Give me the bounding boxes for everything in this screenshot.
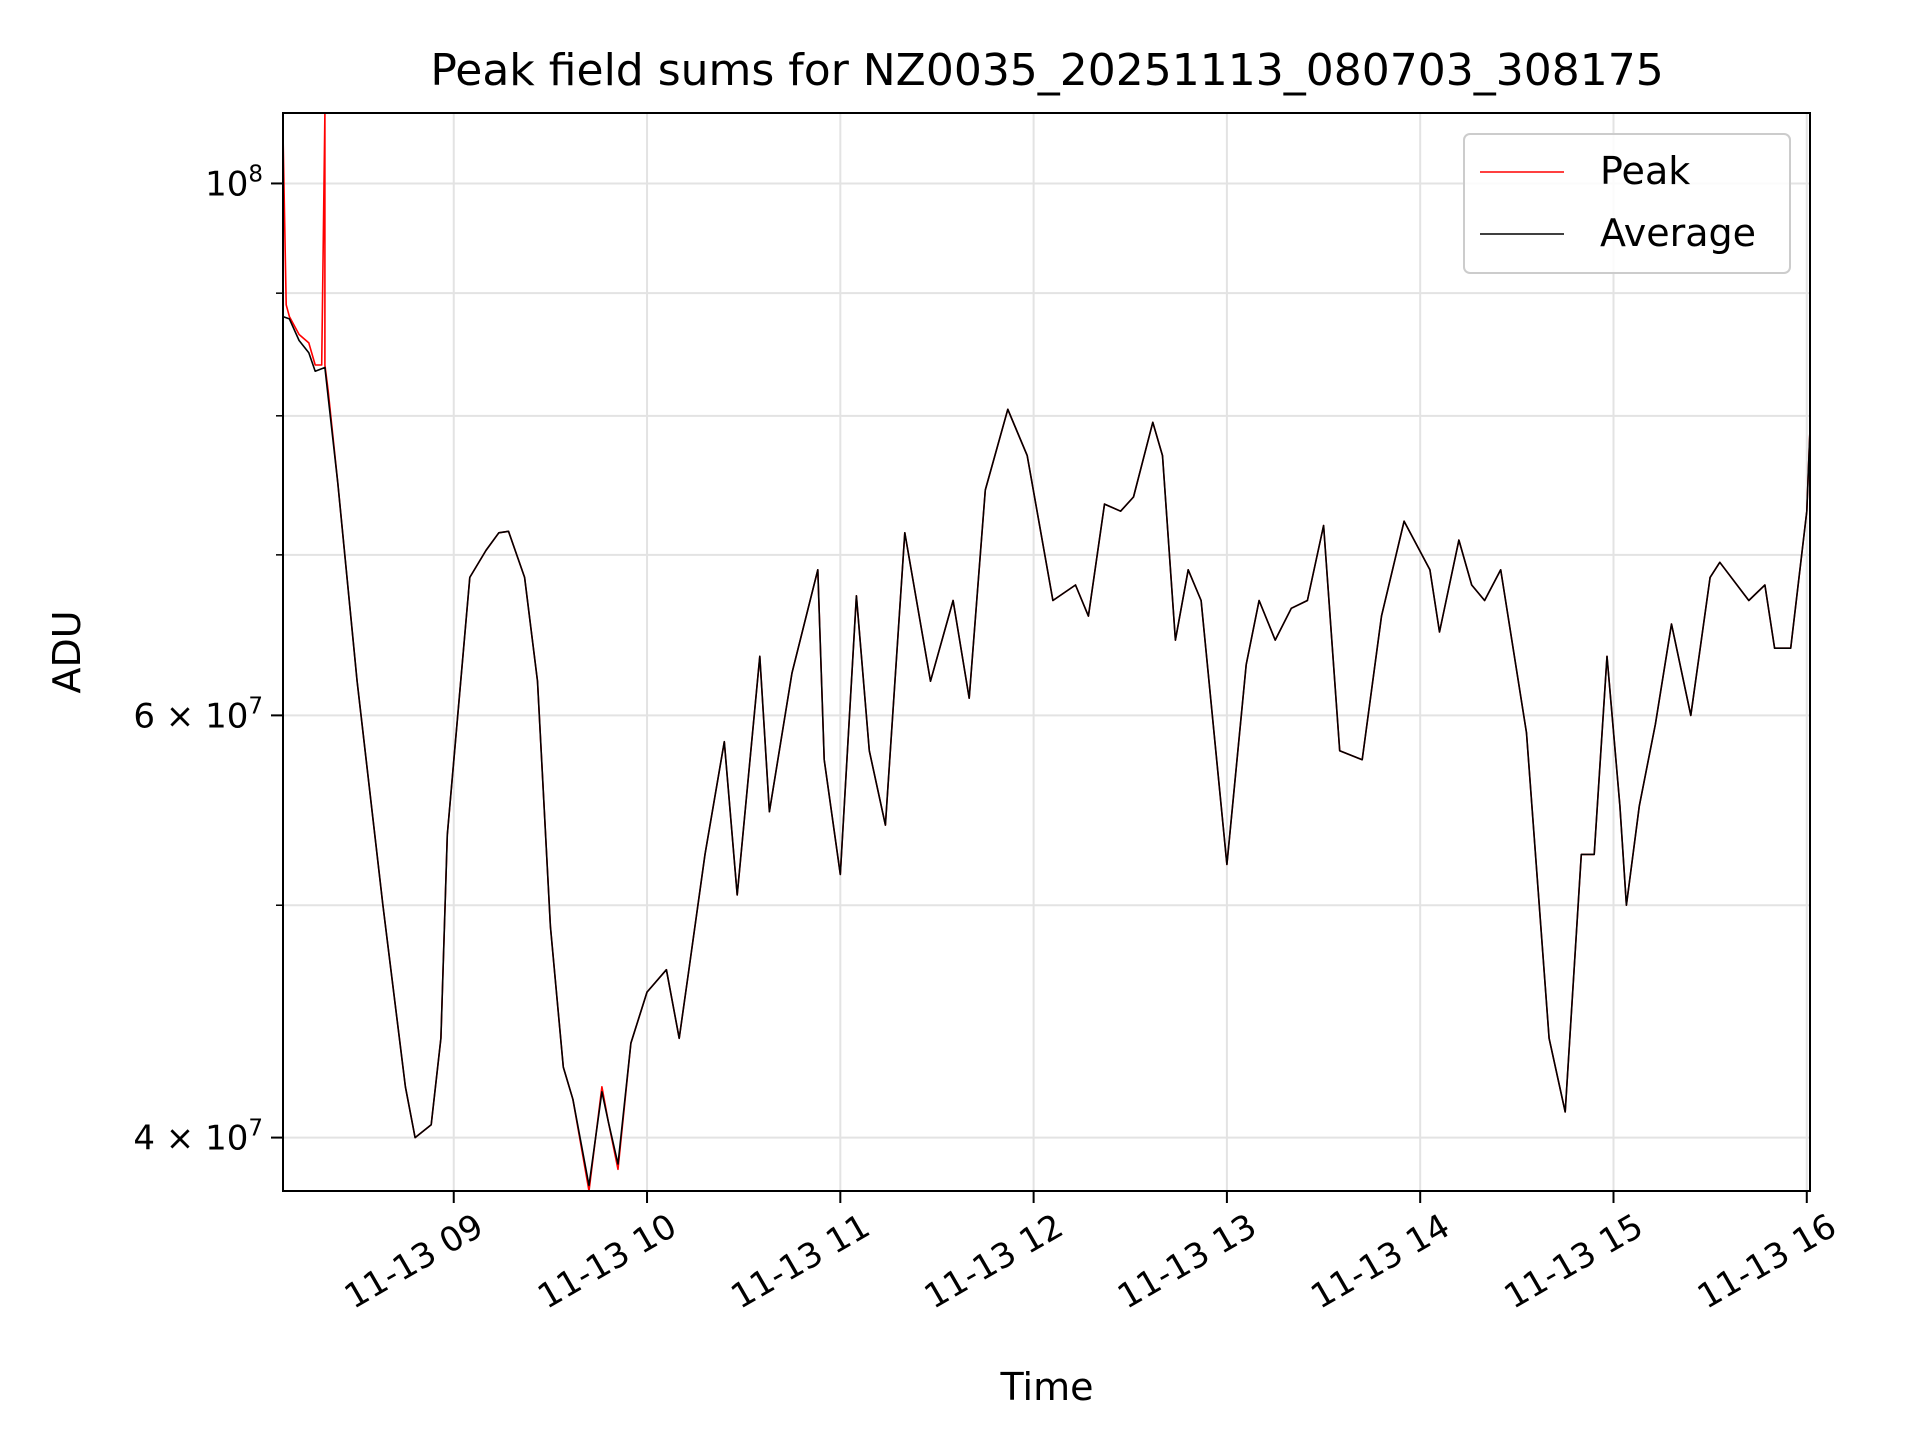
- axes-frame: [282, 112, 1811, 1192]
- y-tick-label: 6 × 107: [133, 693, 263, 736]
- series-layer: [282, 112, 1811, 1192]
- legend-box: [1463, 133, 1791, 274]
- legend: Peak Average: [1463, 133, 1791, 274]
- legend-label-peak: Peak: [1600, 149, 1690, 193]
- legend-label-average: Average: [1600, 211, 1756, 255]
- y-axis-label: ADU: [45, 610, 89, 693]
- grid: [283, 113, 1810, 1191]
- x-axis-label: Time: [1000, 1365, 1094, 1409]
- series-line-average: [282, 315, 1811, 1187]
- plot-area: [283, 113, 1810, 1191]
- chart-title: Peak field sums for NZ0035_20251113_0807…: [430, 45, 1663, 96]
- y-tick-label: 4 × 107: [133, 1116, 263, 1159]
